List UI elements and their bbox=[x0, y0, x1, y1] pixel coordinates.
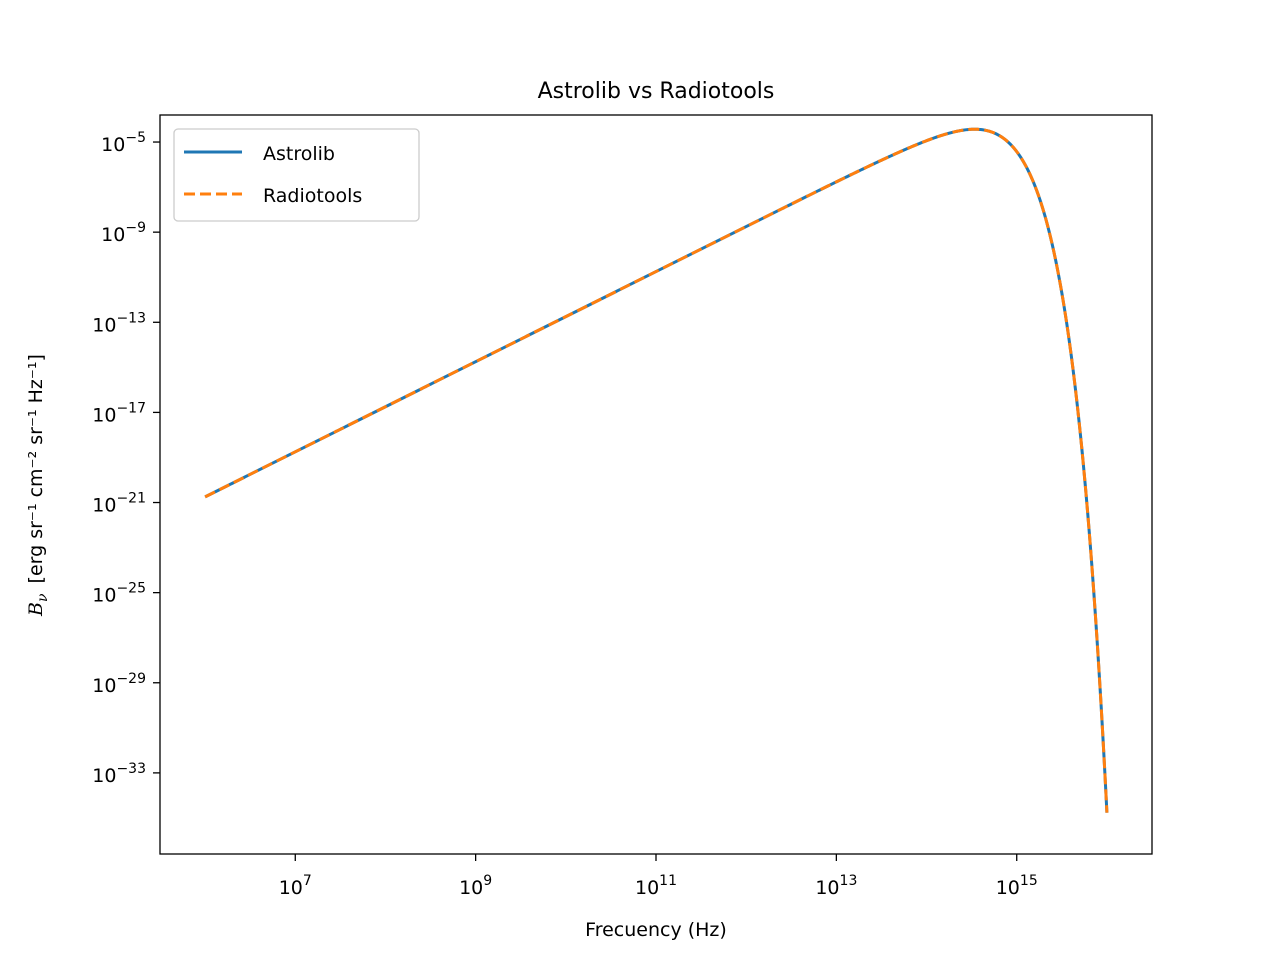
y-tick-label-exponent: −33 bbox=[116, 761, 146, 777]
y-tick-label-base: 10 bbox=[92, 495, 116, 517]
y-tick-label: 10−33 bbox=[92, 761, 146, 787]
y-tick-label-exponent: −25 bbox=[116, 581, 146, 597]
x-tick-label-exponent: 13 bbox=[840, 873, 858, 889]
y-tick-label: 10−25 bbox=[92, 581, 146, 607]
y-axis-label: Bν [erg sr⁻¹ cm⁻² sr⁻¹ Hz⁻¹] bbox=[25, 354, 51, 617]
series-line-radiotools bbox=[204, 127, 1109, 813]
y-tick-label: 10−21 bbox=[92, 491, 146, 517]
y-tick-label-exponent: −17 bbox=[116, 400, 146, 416]
x-axis-label: Frecuency (Hz) bbox=[585, 919, 727, 941]
y-axis-label-subscript: ν bbox=[35, 593, 51, 602]
y-tick-label: 10−29 bbox=[92, 671, 146, 697]
x-tick-label-exponent: 15 bbox=[1020, 873, 1038, 889]
y-tick-label: 10−5 bbox=[101, 130, 146, 156]
y-axis-label-units: [erg sr⁻¹ cm⁻² sr⁻¹ Hz⁻¹] bbox=[25, 354, 47, 583]
series-layer bbox=[204, 127, 1109, 813]
x-tick-label-base: 10 bbox=[815, 877, 839, 899]
y-tick-label-base: 10 bbox=[92, 585, 116, 607]
x-tick-label-base: 10 bbox=[459, 877, 483, 899]
y-tick-label-base: 10 bbox=[92, 314, 116, 336]
y-tick-label-base: 10 bbox=[92, 675, 116, 697]
x-tick-label-base: 10 bbox=[635, 877, 659, 899]
x-tick-label-base: 10 bbox=[279, 877, 303, 899]
y-tick-label-base: 10 bbox=[101, 224, 125, 246]
x-tick-label-exponent: 9 bbox=[483, 873, 492, 889]
x-tick-label-exponent: 11 bbox=[659, 873, 677, 889]
x-tick-label-exponent: 7 bbox=[303, 873, 312, 889]
legend-label-radiotools: Radiotools bbox=[263, 185, 362, 207]
y-tick-label-base: 10 bbox=[101, 134, 125, 156]
x-tick-label: 1013 bbox=[815, 873, 857, 899]
y-tick-label-base: 10 bbox=[92, 404, 116, 426]
y-tick-label-exponent: −21 bbox=[116, 491, 146, 507]
x-tick-label: 109 bbox=[459, 873, 492, 899]
x-tick-label: 107 bbox=[279, 873, 312, 899]
y-tick-label-exponent: −9 bbox=[125, 220, 146, 236]
x-tick-label: 1015 bbox=[996, 873, 1038, 899]
y-tick-label-exponent: −29 bbox=[116, 671, 146, 687]
chart-title: Astrolib vs Radiotools bbox=[538, 79, 775, 104]
x-tick-label-base: 10 bbox=[996, 877, 1020, 899]
x-axis: 107 109 1011 1013 1015 bbox=[279, 854, 1038, 899]
legend: Astrolib Radiotools bbox=[173, 128, 420, 222]
y-tick-label-base: 10 bbox=[92, 765, 116, 787]
y-tick-label: 10−9 bbox=[101, 220, 146, 246]
y-tick-label: 10−17 bbox=[92, 400, 146, 426]
y-tick-label-exponent: −5 bbox=[125, 130, 146, 146]
x-tick-label: 1011 bbox=[635, 873, 677, 899]
legend-label-astrolib: Astrolib bbox=[263, 143, 335, 165]
y-tick-label-exponent: −13 bbox=[116, 310, 146, 326]
y-tick-label: 10−13 bbox=[92, 310, 146, 336]
y-axis-label-symbol: B bbox=[25, 602, 47, 617]
